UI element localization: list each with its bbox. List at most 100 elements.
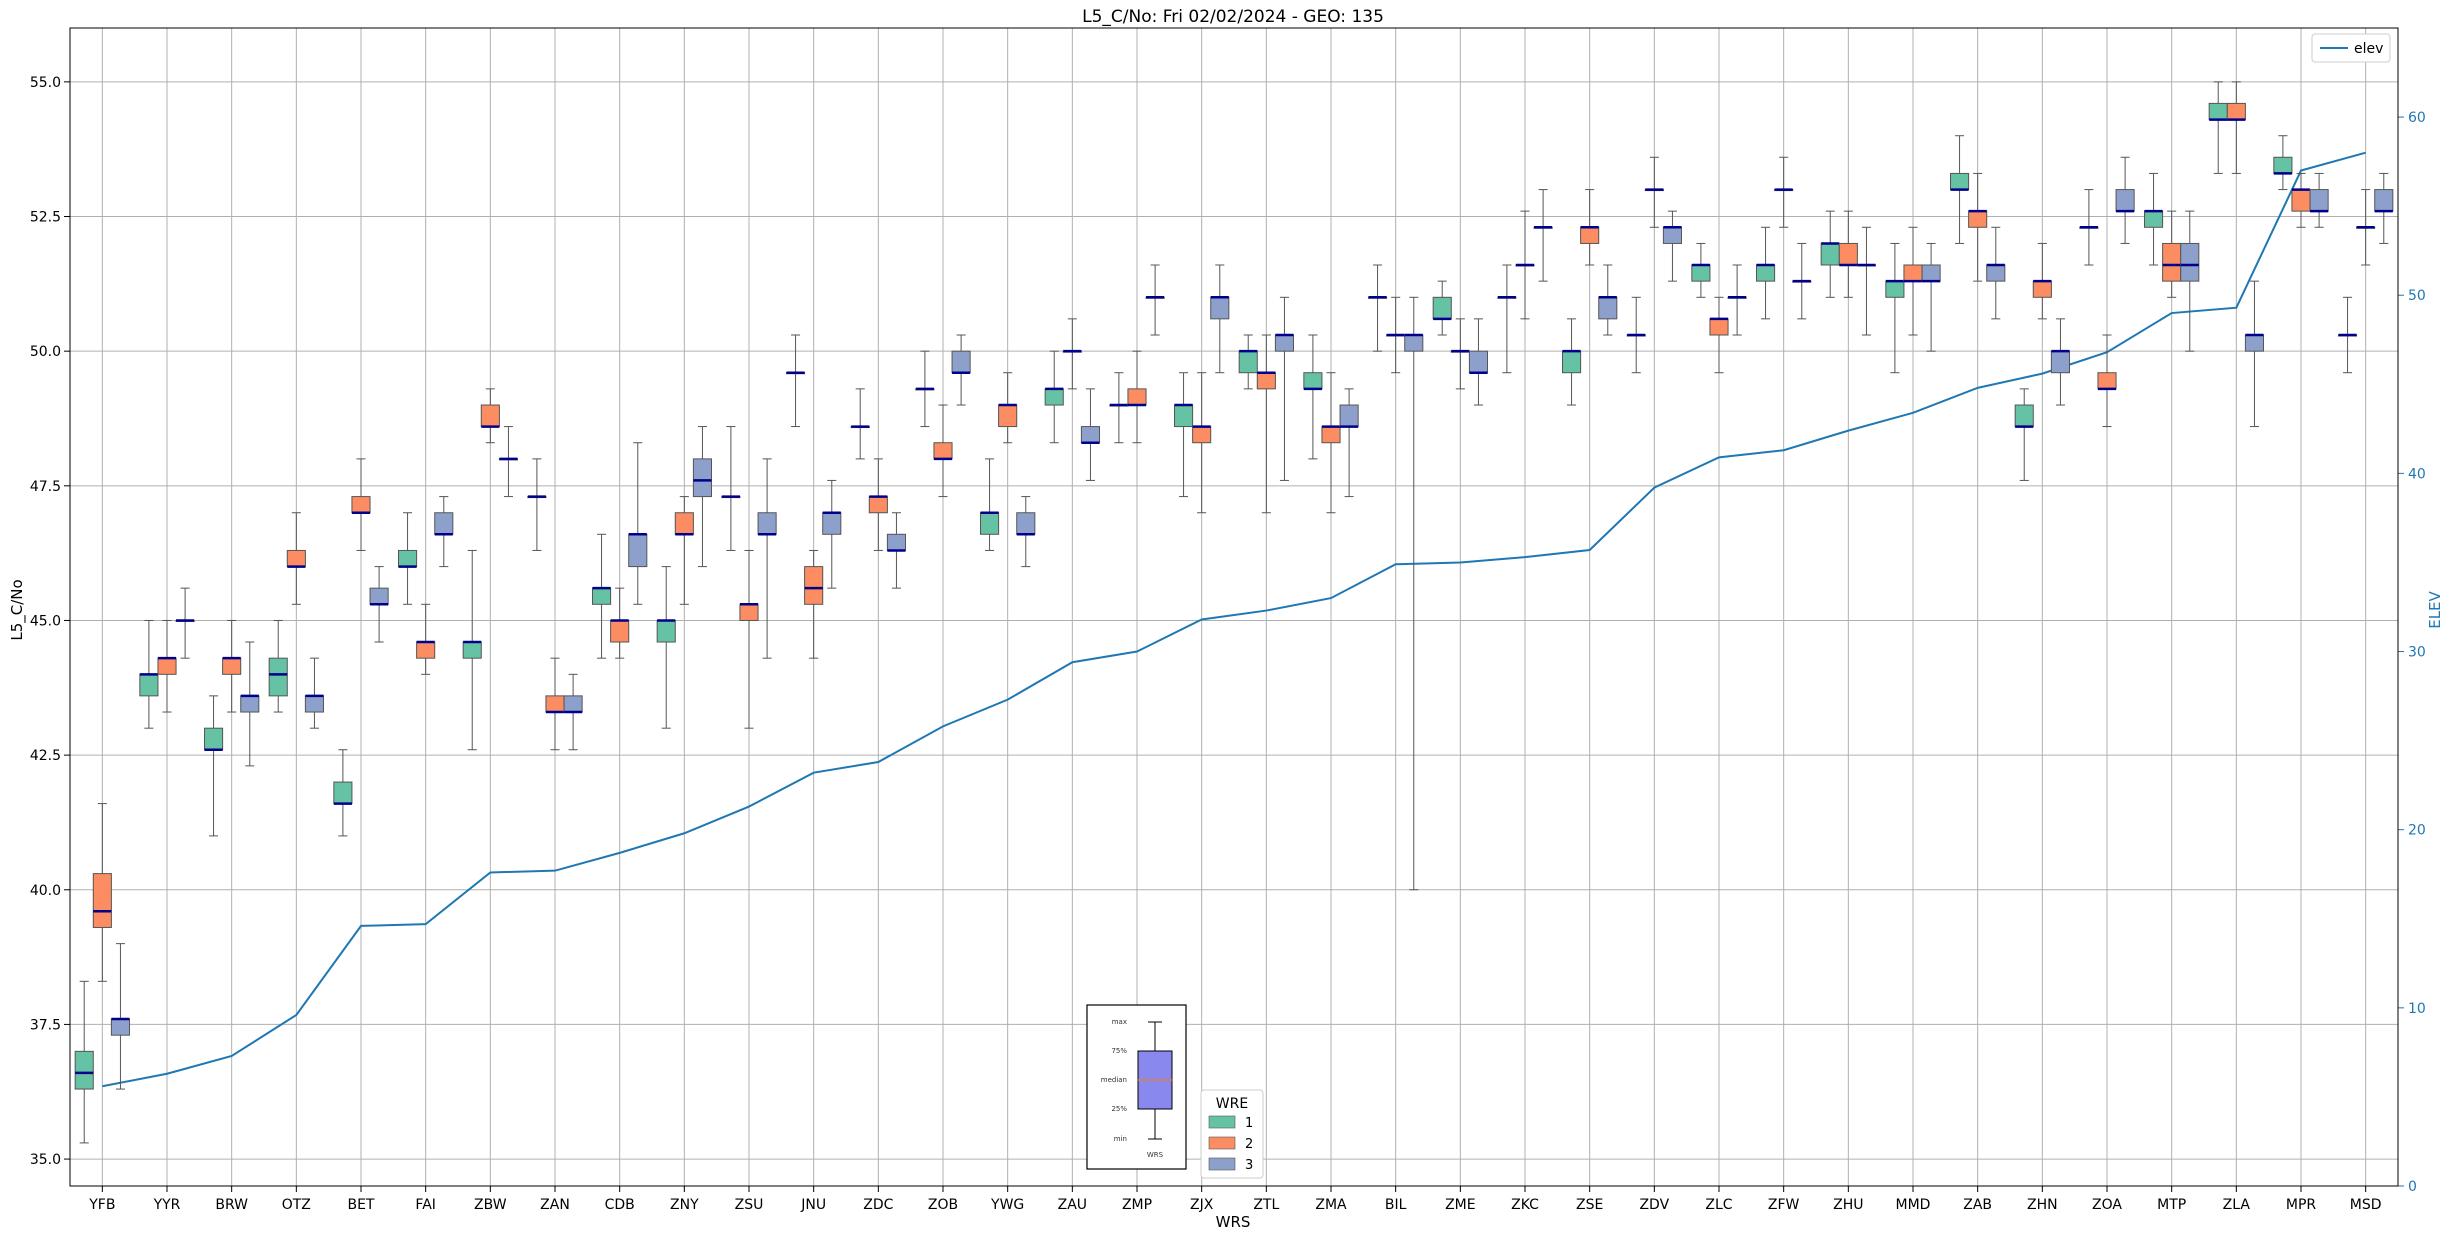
x-tick-label: ZMP xyxy=(1122,1197,1152,1213)
box-ZTL-wre1 xyxy=(1238,334,1258,390)
box-JNU-wre3 xyxy=(822,479,842,589)
box-layer xyxy=(74,81,2394,1144)
box-FAI-wre1 xyxy=(398,512,418,605)
box-iqr xyxy=(822,512,842,535)
x-tick-label: YYR xyxy=(153,1197,181,1213)
box-iqr xyxy=(2014,404,2034,428)
box-ZSE-wre1 xyxy=(1562,318,1582,406)
box-ZDV-wre1 xyxy=(1626,296,1646,374)
box-ZDC-wre3 xyxy=(886,512,906,589)
box-iqr xyxy=(980,512,1000,535)
box-ZHN-wre2 xyxy=(2032,242,2052,320)
box-ZAN-wre3 xyxy=(563,673,583,751)
box-MSD-wre1 xyxy=(2338,296,2358,374)
box-ZNY-wre2 xyxy=(674,496,694,605)
box-BET-wre1 xyxy=(333,749,353,837)
box-iqr xyxy=(351,496,371,514)
box-iqr xyxy=(1238,350,1258,374)
box-iqr xyxy=(2162,242,2182,282)
box-iqr xyxy=(757,512,777,535)
y-tick-label: 37.5 xyxy=(30,1017,61,1033)
box-MMD-wre1 xyxy=(1885,242,1905,374)
box-ZNY-wre1 xyxy=(656,566,676,729)
box-iqr xyxy=(2291,189,2311,212)
box-iqr xyxy=(2115,189,2135,212)
box-iqr xyxy=(2032,280,2052,298)
box-iqr xyxy=(139,673,159,697)
box-iqr xyxy=(1709,318,1729,336)
box-OTZ-wre3 xyxy=(304,657,324,729)
box-iqr xyxy=(1838,242,1858,266)
box-YFB-wre3 xyxy=(110,943,130,1090)
x-tick-label: ZLA xyxy=(2223,1197,2251,1213)
y-tick-label: 52.5 xyxy=(30,210,61,226)
box-iqr xyxy=(110,1018,130,1036)
wre-legend-swatch xyxy=(1208,1157,1236,1171)
box-BRW-wre3 xyxy=(240,641,260,767)
box-MMD-wre2 xyxy=(1903,226,1923,336)
box-ZBW-wre2 xyxy=(480,388,500,444)
box-iqr xyxy=(2050,350,2070,374)
box-ZAB-wre3 xyxy=(1986,226,2006,320)
wre-legend-frame xyxy=(1200,1089,1264,1179)
box-ZAN-wre1 xyxy=(527,458,547,551)
box-iqr xyxy=(369,587,389,605)
wre-legend-label: 1 xyxy=(1245,1116,1253,1131)
box-ZKC-wre1 xyxy=(1497,264,1517,374)
box-CDB-wre3 xyxy=(628,442,648,605)
wre-legend: WRE 1 2 3 xyxy=(1200,1089,1264,1179)
box-MTP-wre3 xyxy=(2180,210,2200,352)
box-ZJX-wre3 xyxy=(1210,264,1230,374)
box-iqr xyxy=(304,695,324,713)
y-tick-label: 47.5 xyxy=(30,479,61,495)
box-ZFW-wre2 xyxy=(1774,156,1794,228)
box-iqr xyxy=(2374,189,2394,212)
y-tick-label: 35.0 xyxy=(30,1152,61,1168)
x-axis-label: WRS xyxy=(1216,1213,1251,1231)
box-iqr xyxy=(563,695,583,713)
box-ZDC-wre2 xyxy=(868,458,888,551)
x-tick-label: ZME xyxy=(1445,1197,1476,1213)
x-tick-label: YFB xyxy=(88,1197,115,1213)
y2-tick-label: 50 xyxy=(2408,288,2426,304)
y-tick-label: 40.0 xyxy=(30,883,61,899)
box-iqr xyxy=(222,657,242,675)
elev-line xyxy=(102,151,2366,1088)
box-ZAB-wre1 xyxy=(1950,135,1970,244)
box-legend-xlabel: WRS xyxy=(1147,1151,1164,1159)
box-iqr xyxy=(1404,334,1424,352)
box-ZHU-wre2 xyxy=(1838,210,1858,298)
x-tick-label: YWG xyxy=(990,1197,1024,1213)
box-iqr xyxy=(268,657,288,697)
box-ZMP-wre3 xyxy=(1145,264,1165,336)
x-tick-label: ZHN xyxy=(2027,1197,2058,1213)
box-MMD-wre3 xyxy=(1921,242,1941,352)
box-iqr xyxy=(462,641,482,659)
x-tick-label: ZDV xyxy=(1639,1197,1669,1213)
box-iqr xyxy=(333,781,353,805)
x-tick-label: ZFW xyxy=(1768,1197,1800,1213)
box-ZNY-wre3 xyxy=(692,426,712,568)
box-ZAU-wre3 xyxy=(1080,388,1100,481)
box-iqr xyxy=(674,512,694,535)
y-tick-label: 42.5 xyxy=(30,748,61,764)
box-iqr xyxy=(692,458,712,498)
box-MTP-wre2 xyxy=(2162,210,2182,298)
box-MPR-wre1 xyxy=(2273,135,2293,191)
box-OTZ-wre1 xyxy=(268,619,288,713)
x-tick-label: BRW xyxy=(215,1197,248,1213)
box-ZAU-wre2 xyxy=(1062,318,1082,390)
x-tick-label: MPR xyxy=(2286,1197,2317,1213)
box-iqr xyxy=(592,587,612,605)
wre-legend-title: WRE xyxy=(1216,1096,1248,1112)
box-JNU-wre2 xyxy=(804,549,824,659)
box-FAI-wre3 xyxy=(434,496,454,568)
box-ZHU-wre1 xyxy=(1820,210,1840,298)
x-tick-label: MTP xyxy=(2157,1197,2186,1213)
box-iqr xyxy=(1174,404,1194,428)
box-iqr xyxy=(1321,426,1341,444)
box-ZAB-wre2 xyxy=(1968,172,1988,282)
box-iqr xyxy=(1756,264,1776,282)
y2-tick-label: 30 xyxy=(2408,645,2426,661)
